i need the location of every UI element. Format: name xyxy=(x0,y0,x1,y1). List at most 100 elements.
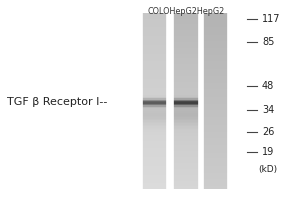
Bar xyxy=(173,173,199,175)
Bar xyxy=(142,72,167,73)
Bar xyxy=(203,185,228,186)
Bar xyxy=(142,60,167,61)
Bar xyxy=(173,36,199,38)
Bar xyxy=(142,79,167,80)
Bar xyxy=(203,104,228,105)
Bar xyxy=(142,29,167,30)
Bar xyxy=(173,88,199,89)
Bar xyxy=(203,20,228,21)
Bar xyxy=(173,130,199,132)
Text: 85: 85 xyxy=(262,37,274,47)
Text: 117: 117 xyxy=(262,14,280,24)
Bar xyxy=(173,166,199,167)
Bar xyxy=(142,33,167,35)
Bar xyxy=(173,79,199,80)
Bar xyxy=(173,35,199,36)
Bar xyxy=(173,154,199,155)
Bar xyxy=(142,120,167,122)
Bar xyxy=(173,114,199,116)
Bar xyxy=(173,45,199,46)
Bar xyxy=(142,54,167,55)
Bar xyxy=(203,69,228,70)
Bar xyxy=(173,42,199,44)
Bar xyxy=(142,169,167,170)
Bar xyxy=(173,178,199,179)
Bar xyxy=(203,126,228,128)
Bar xyxy=(203,160,228,161)
Bar xyxy=(203,117,228,119)
Bar xyxy=(203,14,228,16)
Bar xyxy=(203,116,228,117)
Bar xyxy=(173,179,199,181)
Bar xyxy=(203,82,228,83)
Bar xyxy=(173,72,199,73)
Bar xyxy=(173,20,199,21)
Bar xyxy=(203,74,228,76)
Bar xyxy=(142,27,167,29)
Bar xyxy=(142,110,167,111)
Bar xyxy=(203,29,228,30)
Bar xyxy=(173,61,199,63)
Bar xyxy=(203,167,228,169)
Bar xyxy=(173,111,199,113)
Bar xyxy=(173,57,199,58)
Bar xyxy=(173,150,199,151)
Bar xyxy=(142,179,167,181)
Text: 26: 26 xyxy=(262,127,274,137)
Bar xyxy=(173,144,199,145)
Bar xyxy=(142,95,167,97)
Bar xyxy=(203,73,228,74)
Bar xyxy=(203,23,228,24)
Bar xyxy=(173,186,199,188)
Bar xyxy=(142,45,167,46)
Bar xyxy=(142,55,167,57)
Bar xyxy=(142,128,167,129)
Bar xyxy=(142,91,167,92)
Bar xyxy=(203,41,228,42)
Bar xyxy=(142,26,167,27)
Bar xyxy=(173,55,199,57)
Bar xyxy=(173,82,199,83)
Bar xyxy=(142,123,167,125)
Bar xyxy=(142,20,167,21)
Bar xyxy=(173,74,199,76)
Bar xyxy=(203,161,228,163)
Bar xyxy=(203,98,228,100)
Bar xyxy=(142,141,167,142)
Bar xyxy=(173,39,199,41)
Bar xyxy=(173,126,199,128)
Bar xyxy=(203,88,228,89)
Bar xyxy=(173,151,199,153)
Bar xyxy=(203,107,228,108)
Bar xyxy=(203,130,228,132)
Bar xyxy=(142,186,167,188)
Bar xyxy=(142,105,167,107)
Bar xyxy=(203,16,228,17)
Bar xyxy=(142,30,167,32)
Bar xyxy=(203,141,228,142)
Bar xyxy=(142,77,167,79)
Bar xyxy=(173,135,199,136)
Bar xyxy=(203,95,228,97)
Bar xyxy=(173,51,199,52)
Bar xyxy=(203,44,228,45)
Bar xyxy=(142,86,167,88)
Bar xyxy=(173,182,199,183)
Bar xyxy=(173,19,199,20)
Bar xyxy=(142,82,167,83)
Bar xyxy=(142,102,167,104)
Bar xyxy=(173,23,199,24)
Bar xyxy=(173,110,199,111)
Bar xyxy=(142,97,167,98)
Bar xyxy=(203,21,228,23)
Bar xyxy=(173,153,199,154)
Bar xyxy=(203,110,228,111)
Bar xyxy=(173,26,199,27)
Bar xyxy=(203,157,228,158)
Bar xyxy=(203,91,228,92)
Bar xyxy=(142,48,167,49)
Bar xyxy=(142,117,167,119)
Bar xyxy=(173,160,199,161)
Bar xyxy=(142,19,167,20)
Bar xyxy=(142,188,167,189)
